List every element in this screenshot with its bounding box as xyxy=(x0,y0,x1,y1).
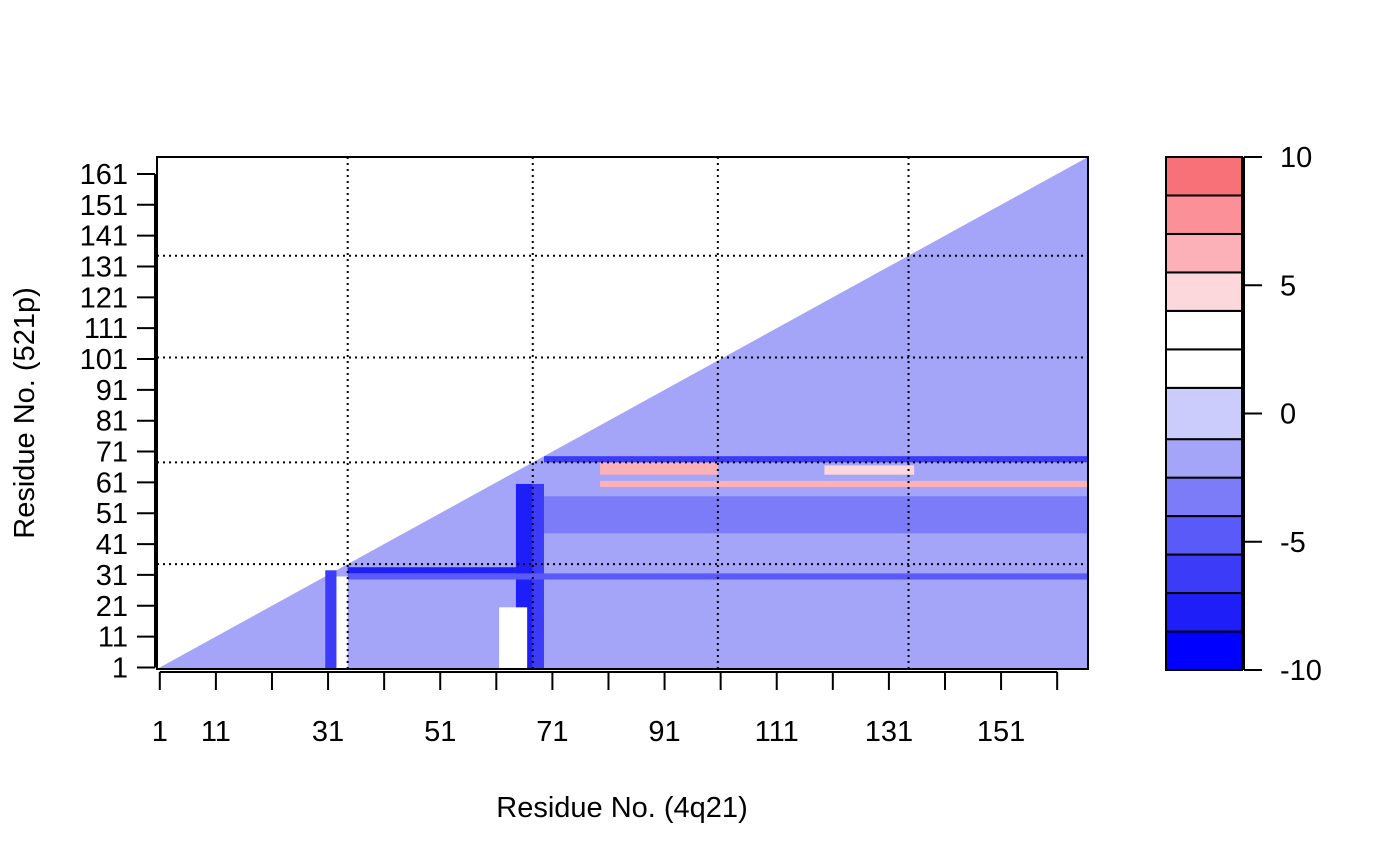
colorbar-swatch xyxy=(1165,438,1243,479)
y-tick-label: 51 xyxy=(96,498,128,530)
colorbar-tick-label: -5 xyxy=(1280,527,1306,559)
colorbar-swatch xyxy=(1165,630,1243,672)
colorbar-swatch xyxy=(1165,271,1243,312)
colorbar-swatch xyxy=(1165,476,1243,518)
heatmap-background-cells xyxy=(157,157,1088,669)
x-axis: 1 11 31 51 71 91 111 131 151 xyxy=(152,671,1059,748)
x-tick-label: 1 xyxy=(152,716,168,748)
y-tick-label: 71 xyxy=(96,437,128,469)
grid-lines xyxy=(157,157,1088,669)
y-tick-label: 121 xyxy=(80,282,128,314)
y-tick-label: 91 xyxy=(96,375,128,407)
heatmap-cell-region xyxy=(543,456,1088,463)
y-axis-title: Residue No. (521p) xyxy=(9,287,41,538)
heatmap-cell-region xyxy=(600,462,718,475)
y-tick-label: 101 xyxy=(80,344,128,376)
heatmap-cell-region xyxy=(543,496,1088,534)
y-tick-label: 31 xyxy=(96,560,128,592)
x-tick-label: 91 xyxy=(648,716,680,748)
y-tick-label: 41 xyxy=(96,529,128,561)
colorbar-swatch xyxy=(1165,194,1243,235)
x-tick-label: 71 xyxy=(536,716,568,748)
x-tick-label: 131 xyxy=(865,716,913,748)
y-tick-label: 141 xyxy=(80,221,128,253)
x-tick-label: 51 xyxy=(424,716,456,748)
colorbar-swatch xyxy=(1165,348,1243,389)
heatmap-cell-region xyxy=(824,465,915,475)
heatmap-cell-region xyxy=(347,567,516,574)
plot-frame xyxy=(156,156,1089,670)
colorbar-axis: -10 -5 0 5 10 xyxy=(1243,142,1322,687)
colorbar-swatch xyxy=(1165,553,1243,595)
colorbar-tick-label: 0 xyxy=(1280,399,1296,431)
x-tick-label: 111 xyxy=(755,716,799,748)
heatmap-cell-region xyxy=(325,570,337,669)
y-tick-label: 11 xyxy=(98,622,128,654)
heatmap-cells xyxy=(157,157,1088,669)
colorbar-tick-label: 10 xyxy=(1280,142,1312,174)
colorbar-swatch xyxy=(1165,309,1243,351)
colorbar-swatch xyxy=(1165,515,1243,556)
y-tick-label: 151 xyxy=(80,190,128,222)
y-tick-label: 61 xyxy=(96,467,128,499)
y-tick-label: 81 xyxy=(96,406,128,438)
x-tick-label: 151 xyxy=(977,716,1025,748)
y-tick-label: 1 xyxy=(112,652,128,684)
heatmap-cell-region xyxy=(600,480,1088,488)
colorbar xyxy=(1165,156,1243,672)
x-axis-title: Residue No. (4q21) xyxy=(496,792,747,824)
y-tick-label: 131 xyxy=(80,251,128,283)
y-tick-label: 161 xyxy=(80,159,128,191)
colorbar-swatch xyxy=(1165,592,1243,633)
colorbar-swatch xyxy=(1165,232,1243,274)
heatmap-cell-region xyxy=(336,576,348,669)
heatmap-cell-region xyxy=(347,573,1088,580)
colorbar-tick-label: -10 xyxy=(1280,655,1322,687)
colorbar-tick-label: 5 xyxy=(1280,270,1296,302)
heatmap-cell-region xyxy=(499,607,528,669)
x-tick-label: 11 xyxy=(201,716,231,748)
y-tick-label: 21 xyxy=(96,591,128,623)
x-tick-label: 31 xyxy=(312,716,344,748)
y-tick-label: 111 xyxy=(84,313,128,345)
colorbar-swatch xyxy=(1165,386,1243,441)
colorbar-swatch xyxy=(1165,156,1243,197)
